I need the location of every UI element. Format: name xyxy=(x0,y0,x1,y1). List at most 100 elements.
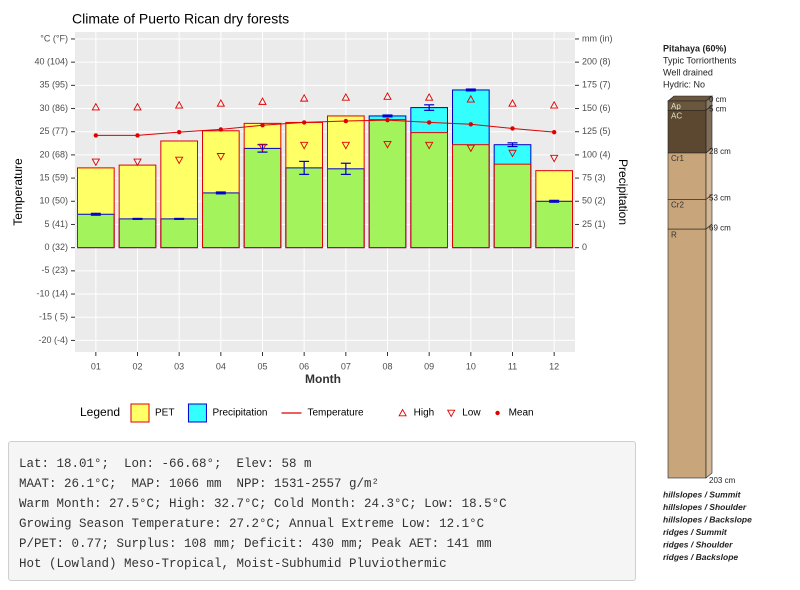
mean-marker xyxy=(385,117,390,123)
x-tick-label: 12 xyxy=(549,361,559,371)
y2-tick-label: 100 (4) xyxy=(582,149,611,159)
mean-marker xyxy=(218,127,224,132)
y-axis-title: Temperature xyxy=(11,158,25,226)
low-marker xyxy=(383,140,392,149)
bar-outline xyxy=(410,132,449,249)
low-marker xyxy=(508,149,517,158)
soil-horizon xyxy=(667,152,707,200)
x-tick-label: 02 xyxy=(132,361,142,371)
info-line: P/PET: 0.77; Surplus: 108 mm; Deficit: 4… xyxy=(19,537,492,551)
high-marker xyxy=(341,92,351,101)
low-marker xyxy=(424,141,434,150)
mean-marker xyxy=(135,133,140,138)
legend-key xyxy=(446,409,456,418)
y2-tick-label: 0 xyxy=(582,242,587,252)
y2-tick-label: 75 (3) xyxy=(582,172,606,182)
x-axis-title: Month xyxy=(305,372,341,386)
low-marker xyxy=(258,143,267,152)
legend-key xyxy=(398,408,407,417)
y2-tick-label: 50 (2) xyxy=(582,196,606,206)
landform: ridges / Shoulder xyxy=(663,539,733,549)
high-marker xyxy=(258,97,267,105)
high-marker xyxy=(299,93,309,102)
x-tick-label: 11 xyxy=(508,361,517,371)
info-line: Warm Month: 27.5°C; High: 32.7°C; Cold M… xyxy=(19,497,507,511)
error-bar xyxy=(340,162,351,175)
y-tick-label: 5 (41) xyxy=(44,219,68,229)
mean-marker xyxy=(551,129,557,135)
y2-tick-label: 175 (7) xyxy=(582,80,611,90)
high-marker xyxy=(549,100,559,109)
landform: hillslopes / Summit xyxy=(663,489,742,499)
low-marker xyxy=(466,144,476,153)
low-marker xyxy=(549,154,559,163)
mean-marker xyxy=(343,118,349,124)
y-tick-label: 10 (50) xyxy=(39,196,68,206)
bar-overlap xyxy=(369,119,406,248)
legend-key xyxy=(495,410,500,416)
low-marker xyxy=(174,156,184,165)
temperature-line xyxy=(95,119,555,136)
horizon-name: AC xyxy=(671,111,682,120)
high-marker xyxy=(383,92,392,100)
soil-horizon xyxy=(667,199,707,230)
landform: ridges / Backslope xyxy=(663,552,738,562)
chart-title: Climate of Puerto Rican dry forests xyxy=(72,11,289,27)
high-marker xyxy=(466,94,476,103)
soil-info: Typic Torriorthents xyxy=(663,55,737,65)
x-tick-label: 06 xyxy=(299,361,309,371)
y-tick-label: 20 (68) xyxy=(39,149,68,159)
error-bar xyxy=(382,114,393,118)
landform: hillslopes / Shoulder xyxy=(663,502,747,512)
depth-label: 28 cm xyxy=(709,147,731,156)
landform: hillslopes / Backslope xyxy=(663,514,752,524)
y2-tick-label: 25 (1) xyxy=(582,219,606,229)
horizon-name: Cr1 xyxy=(671,154,684,163)
high-marker xyxy=(133,102,142,111)
error-bar xyxy=(299,160,310,175)
mean-marker xyxy=(426,120,432,125)
bar-overlap xyxy=(452,144,490,248)
y2-tick-label: 125 (5) xyxy=(582,126,611,136)
legend-label: High xyxy=(414,408,435,419)
bar-outline xyxy=(77,167,115,249)
high-marker xyxy=(91,102,101,111)
low-marker xyxy=(91,158,101,167)
mean-marker xyxy=(510,126,515,131)
x-tick-label: 09 xyxy=(424,361,434,371)
depth-label: 53 cm xyxy=(709,194,731,203)
y-tick-label: 30 (86) xyxy=(39,103,68,113)
info-line: Lat: 18.01°; Lon: -66.68°; Elev: 58 m xyxy=(19,457,312,471)
low-marker xyxy=(299,141,309,150)
high-marker xyxy=(216,98,226,107)
depth-label: 0 cm xyxy=(709,95,727,104)
soil-title: Pitahaya (60%) xyxy=(663,43,727,53)
error-bar xyxy=(132,217,143,220)
bar-outline xyxy=(535,170,573,249)
error-bar xyxy=(174,217,185,220)
mean-marker xyxy=(176,129,182,135)
legend-label: PET xyxy=(155,408,174,419)
y-tick-label: -15 ( 5) xyxy=(39,312,68,322)
y-tick-label: °C (°F) xyxy=(40,33,68,43)
x-tick-label: 10 xyxy=(466,361,476,371)
bar-outline xyxy=(493,163,532,249)
bar-outline xyxy=(327,115,365,249)
y-tick-label: 0 (32) xyxy=(44,242,68,252)
mean-marker xyxy=(93,133,99,138)
depth-label: 5 cm xyxy=(709,104,727,113)
high-marker xyxy=(508,98,517,107)
depth-label: 69 cm xyxy=(709,223,731,232)
soil-horizon xyxy=(667,109,707,154)
bar-overlap xyxy=(119,218,156,248)
legend-key xyxy=(130,403,150,423)
horizon-name: Ap xyxy=(671,102,681,111)
bar-overlap xyxy=(494,164,531,248)
error-bar xyxy=(424,104,435,111)
mean-marker xyxy=(260,123,265,128)
x-tick-label: 08 xyxy=(382,361,392,371)
landform: ridges / Summit xyxy=(663,527,728,537)
y-tick-label: 15 (59) xyxy=(39,172,68,182)
bar-overlap xyxy=(410,132,448,248)
y-tick-label: -20 (-4) xyxy=(38,335,68,345)
